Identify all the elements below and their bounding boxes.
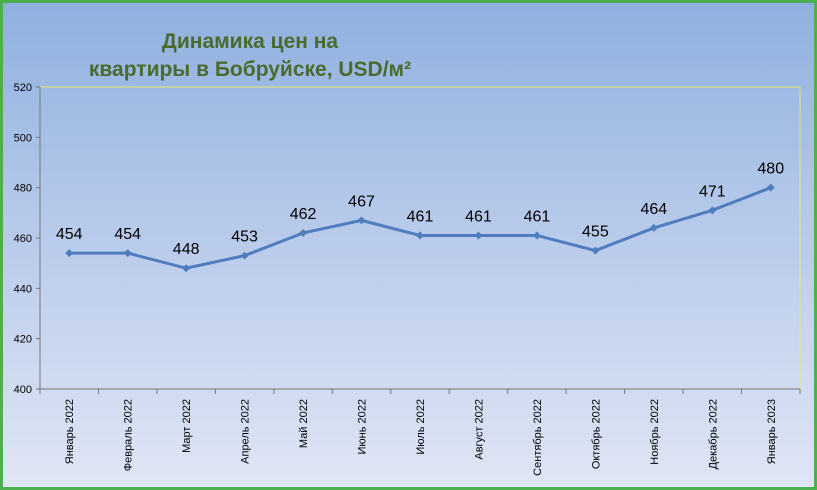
data-label: 464 bbox=[640, 201, 667, 218]
chart-title-line-2: квартиры в Бобруйске, USD/м² bbox=[88, 58, 412, 81]
y-tick-label: 460 bbox=[14, 233, 32, 245]
y-tick-label: 480 bbox=[14, 183, 32, 195]
x-tick-label: Ноябрь 2022 bbox=[649, 399, 661, 465]
data-label: 454 bbox=[56, 226, 83, 243]
data-point-marker bbox=[532, 231, 541, 240]
x-tick-label: Июнь 2022 bbox=[357, 399, 369, 455]
x-tick-label: Сентябрь 2022 bbox=[532, 399, 544, 476]
data-point-marker bbox=[649, 223, 658, 232]
data-point-marker bbox=[591, 246, 600, 255]
x-tick-label: Апрель 2022 bbox=[240, 399, 252, 464]
data-label: 467 bbox=[348, 193, 375, 210]
x-tick-label: Декабрь 2022 bbox=[707, 399, 719, 469]
data-point-marker bbox=[240, 251, 249, 260]
y-tick-label: 440 bbox=[14, 283, 32, 295]
data-label: 461 bbox=[524, 208, 551, 225]
x-tick-label: Май 2022 bbox=[298, 399, 310, 448]
data-label: 471 bbox=[699, 183, 726, 200]
y-tick-label: 400 bbox=[14, 384, 32, 396]
y-tick-label: 420 bbox=[14, 334, 32, 346]
data-point-marker bbox=[708, 206, 717, 215]
x-tick-label: Март 2022 bbox=[181, 399, 193, 453]
data-label: 461 bbox=[465, 208, 492, 225]
x-tick-label: Февраль 2022 bbox=[123, 399, 135, 471]
data-point-marker bbox=[299, 228, 308, 237]
data-point-marker bbox=[357, 216, 366, 225]
chart-title-line-1: Динамика цен на bbox=[161, 30, 339, 53]
x-tick-label: Январь 2022 bbox=[64, 399, 76, 464]
data-label: 448 bbox=[173, 241, 200, 258]
chart-title: Динамика цен на квартиры в Бобруйске, US… bbox=[60, 28, 440, 84]
data-point-marker bbox=[123, 249, 132, 258]
x-tick-label: Июль 2022 bbox=[415, 399, 427, 455]
data-label: 453 bbox=[231, 229, 258, 246]
data-label: 454 bbox=[114, 226, 141, 243]
data-point-marker bbox=[766, 183, 775, 192]
data-label: 455 bbox=[582, 224, 609, 241]
y-tick-label: 500 bbox=[14, 132, 32, 144]
y-tick-label: 520 bbox=[14, 82, 32, 94]
data-point-marker bbox=[65, 249, 74, 258]
data-point-marker bbox=[474, 231, 483, 240]
data-label: 461 bbox=[407, 208, 434, 225]
data-point-marker bbox=[416, 231, 424, 240]
x-tick-label: Январь 2023 bbox=[766, 399, 778, 464]
data-label: 480 bbox=[757, 161, 784, 178]
x-tick-label: Август 2022 bbox=[473, 399, 485, 460]
x-tick-label: Октябрь 2022 bbox=[590, 399, 602, 469]
data-label: 462 bbox=[290, 206, 317, 223]
data-point-marker bbox=[182, 264, 191, 273]
